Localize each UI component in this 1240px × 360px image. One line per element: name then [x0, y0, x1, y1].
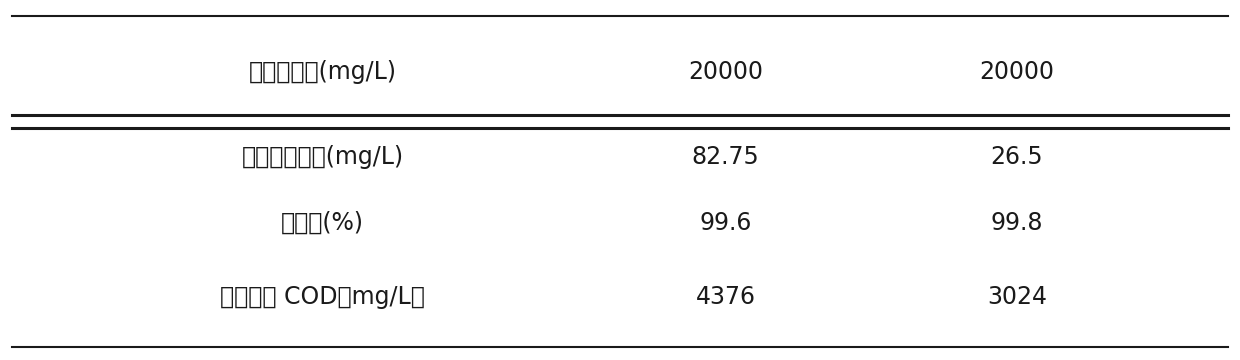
Text: 82.75: 82.75 — [692, 145, 759, 168]
Text: 99.6: 99.6 — [699, 211, 751, 235]
Text: 处理后的 COD（mg/L）: 处理后的 COD（mg/L） — [219, 285, 425, 309]
Text: 原水硫化物(mg/L): 原水硫化物(mg/L) — [248, 60, 397, 84]
Text: 处理后硫化物(mg/L): 处理后硫化物(mg/L) — [242, 145, 403, 168]
Text: 4376: 4376 — [696, 285, 755, 309]
Text: 脱硫率(%): 脱硫率(%) — [281, 211, 363, 235]
Text: 20000: 20000 — [688, 60, 763, 84]
Text: 3024: 3024 — [987, 285, 1047, 309]
Text: 20000: 20000 — [980, 60, 1054, 84]
Text: 99.8: 99.8 — [991, 211, 1043, 235]
Text: 26.5: 26.5 — [991, 145, 1043, 168]
